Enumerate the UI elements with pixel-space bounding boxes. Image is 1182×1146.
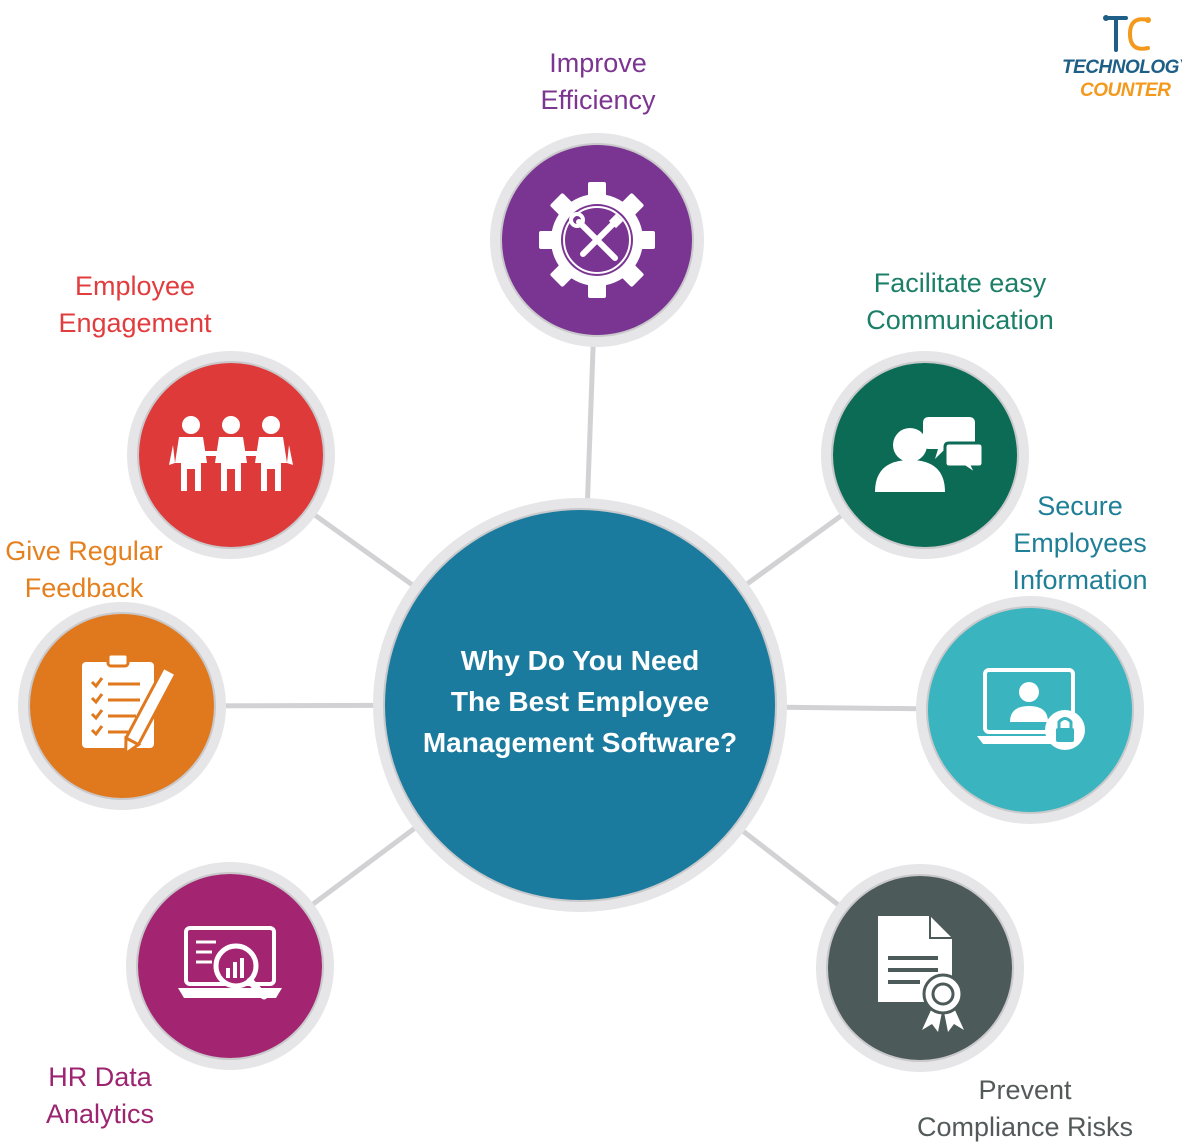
gear-tools-icon xyxy=(539,182,655,298)
center-title-line-1: Why Do You Need xyxy=(460,645,700,676)
label-line: Secure xyxy=(1037,491,1123,521)
label-facilitate-communication: Facilitate easy Communication xyxy=(840,265,1080,339)
label-line: Improve xyxy=(549,48,647,78)
center-title-line-2: The Best Employee xyxy=(450,686,710,717)
label-line: Communication xyxy=(866,305,1054,335)
label-give-feedback: Give Regular Feedback xyxy=(0,533,168,607)
team-people-icon xyxy=(169,416,293,491)
circle-facilitate-communication-fill xyxy=(833,363,1017,547)
logo-mark-icon xyxy=(1103,15,1151,52)
circle-secure-information xyxy=(916,596,1144,824)
chat-person-icon xyxy=(875,417,985,492)
label-line: Prevent xyxy=(978,1075,1072,1105)
laptop-lock-icon xyxy=(977,668,1085,750)
certificate-icon xyxy=(878,916,964,1032)
label-line: Engagement xyxy=(58,308,212,338)
circle-facilitate-communication xyxy=(821,351,1029,559)
label-prevent-compliance: Prevent Compliance Risks xyxy=(905,1072,1145,1146)
label-line: Give Regular xyxy=(5,536,163,566)
label-line: Facilitate easy xyxy=(873,268,1047,298)
center-title-line-3: Management Software? xyxy=(422,727,738,758)
logo-word-technology: TECHNOLOGY xyxy=(1062,57,1182,78)
label-line: HR Data xyxy=(48,1062,152,1092)
center-title: Why Do You Need The Best Employee Manage… xyxy=(385,640,775,763)
label-line: Feedback xyxy=(24,573,144,603)
clipboard-checklist-icon xyxy=(82,652,178,757)
technology-counter-logo: TECHNOLOGY COUNTER xyxy=(1060,12,1182,102)
label-line: Information xyxy=(1012,565,1148,595)
label-employee-engagement: Employee Engagement xyxy=(40,268,230,342)
label-line: Analytics xyxy=(45,1099,155,1129)
label-hr-data-analytics: HR Data Analytics xyxy=(20,1059,180,1133)
label-line: Employee xyxy=(74,271,196,301)
label-line: Efficiency xyxy=(540,85,656,115)
label-line: Employees xyxy=(1013,528,1147,558)
label-improve-efficiency: Improve Efficiency xyxy=(498,45,698,119)
label-secure-information: Secure Employees Information xyxy=(990,488,1170,599)
label-line: Compliance Risks xyxy=(916,1112,1134,1142)
center-circle xyxy=(373,498,787,912)
center-circle-fill xyxy=(385,510,775,900)
logo-word-counter: COUNTER xyxy=(1080,80,1171,101)
icons xyxy=(82,182,1085,1032)
laptop-analytics-icon xyxy=(178,926,282,1000)
